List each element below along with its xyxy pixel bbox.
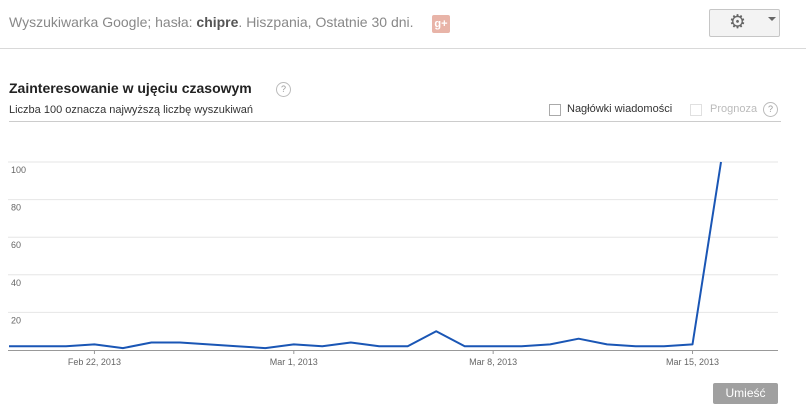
data-point [663, 345, 665, 347]
news-headlines-checkbox[interactable] [549, 104, 561, 116]
query-prefix: Wyszukiwarka Google; hasła: [9, 14, 193, 30]
data-point [8, 345, 10, 347]
section-subtitle: Liczba 100 oznacza najwyższą liczbę wysz… [9, 104, 253, 116]
data-point [720, 161, 722, 163]
y-tick-label: 80 [11, 203, 21, 213]
settings-button[interactable]: ⚙ [709, 9, 780, 37]
x-tick-label: Mar 15, 2013 [666, 357, 719, 367]
interest-over-time-chart: 20 40 60 80 100 Feb 22, 2013 Mar 1, 2013 Mar 8,… [8, 161, 778, 367]
embed-button[interactable]: Umieść [713, 383, 778, 404]
data-point [93, 343, 95, 345]
section-title: Zainteresowanie w ujęciu czasowym [9, 80, 252, 96]
y-tick-label: 60 [11, 240, 21, 250]
forecast-label: Prognoza [710, 103, 758, 115]
x-tick-label: Mar 1, 2013 [270, 357, 318, 367]
data-point [378, 345, 380, 347]
data-point [350, 341, 352, 343]
data-point [549, 343, 551, 345]
y-tick-label: 20 [11, 315, 21, 325]
y-tick-label: 40 [11, 278, 21, 288]
data-point [207, 343, 209, 345]
data-point [179, 341, 181, 343]
search-query-summary: Wyszukiwarka Google; hasła: chipre. Hisz… [9, 14, 414, 30]
data-point [36, 345, 38, 347]
top-bar: Wyszukiwarka Google; hasła: chipre. Hisz… [0, 0, 806, 49]
data-point [435, 330, 437, 332]
data-point [492, 345, 494, 347]
section-divider [9, 121, 781, 122]
query-term: chipre [196, 14, 239, 30]
data-point [606, 343, 608, 345]
forecast-help-icon[interactable]: ? [763, 102, 778, 117]
data-point [464, 345, 466, 347]
data-point [293, 343, 295, 345]
chevron-down-icon [768, 17, 776, 21]
news-headlines-label: Nagłówki wiadomości [567, 103, 673, 115]
x-tick-label: Feb 22, 2013 [68, 357, 121, 367]
series-line [9, 161, 722, 350]
forecast-checkbox [690, 104, 702, 116]
data-point [521, 345, 523, 347]
query-suffix: . Hiszpania, Ostatnie 30 dni. [238, 14, 414, 30]
gear-icon: ⚙ [729, 12, 747, 33]
y-tick-label: 100 [11, 165, 26, 175]
help-icon[interactable]: ? [276, 82, 291, 97]
data-point [692, 343, 694, 345]
data-point [236, 345, 238, 347]
data-point [264, 347, 266, 349]
data-point [150, 341, 152, 343]
google-plus-share-icon[interactable]: g+ [432, 15, 450, 33]
data-point [578, 338, 580, 340]
data-point [321, 345, 323, 347]
data-point [635, 345, 637, 347]
data-point [407, 345, 409, 347]
x-tick-label: Mar 8, 2013 [469, 357, 517, 367]
data-point [122, 347, 124, 349]
data-point [65, 345, 67, 347]
